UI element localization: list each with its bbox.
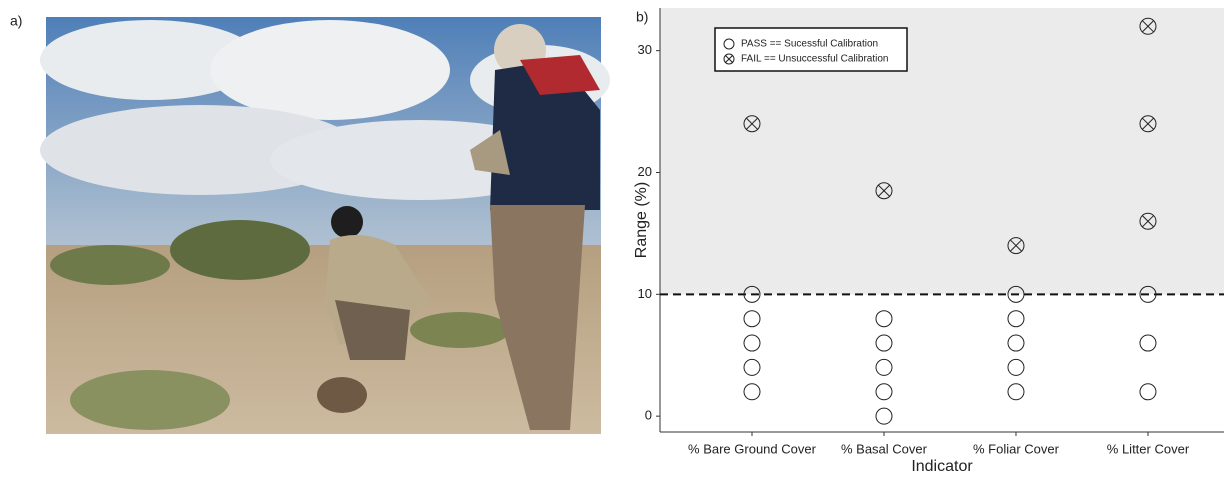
data-point: [1139, 212, 1157, 230]
marker-cross: [1141, 215, 1154, 228]
data-point: [743, 358, 761, 376]
legend-box: [714, 27, 908, 72]
marker-circle: [875, 407, 893, 425]
marker-circle: [875, 310, 893, 328]
data-point: [743, 285, 761, 303]
data-point: [1007, 358, 1025, 376]
legend-label: PASS == Sucessful Calibration: [741, 39, 878, 50]
data-point: [1139, 334, 1157, 352]
data-point: [1139, 285, 1157, 303]
marker-circle: [1139, 17, 1157, 35]
marker-circle: [1139, 285, 1157, 303]
data-point: [1007, 285, 1025, 303]
x-tick-label: % Basal Cover: [841, 441, 928, 456]
marker-circle: [1007, 383, 1025, 401]
data-point: [875, 310, 893, 328]
legend-label: FAIL == Unsuccessful Calibration: [741, 54, 888, 65]
marker-circle: [743, 285, 761, 303]
marker-circle: [723, 38, 735, 50]
data-point: [875, 334, 893, 352]
data-point: [743, 383, 761, 401]
marker-circle: [1139, 334, 1157, 352]
marker-circle: [723, 53, 735, 65]
data-point: [1139, 383, 1157, 401]
x-axis-label: Indicator: [911, 458, 973, 475]
data-point: [875, 182, 893, 200]
panel-label: b): [636, 9, 648, 25]
marker-circle: [743, 310, 761, 328]
marker-cross: [1141, 20, 1154, 33]
marker-circle: [875, 182, 893, 200]
marker-cross: [745, 117, 759, 130]
marker-cross: [1009, 239, 1022, 252]
data-point: [1007, 334, 1025, 352]
marker-circle: [875, 383, 893, 401]
marker-cross: [725, 55, 733, 63]
marker-circle: [875, 334, 893, 352]
y-tick-label: 20: [638, 164, 652, 179]
marker-circle: [1007, 310, 1025, 328]
x-tick-label: % Bare Ground Cover: [688, 441, 817, 456]
data-point: [743, 115, 761, 133]
marker-circle: [743, 358, 761, 376]
y-tick-label: 0: [645, 408, 652, 423]
data-point: [743, 310, 761, 328]
data-point: [875, 407, 893, 425]
marker-circle: [1007, 358, 1025, 376]
marker-cross: [1141, 117, 1154, 130]
marker-circle: [1007, 237, 1025, 255]
marker-circle: [1007, 285, 1025, 303]
x-tick-label: % Litter Cover: [1107, 441, 1190, 456]
y-tick-label: 10: [638, 286, 652, 301]
data-point: [875, 383, 893, 401]
data-point: [1139, 115, 1157, 133]
data-point: [875, 358, 893, 376]
data-point: [1007, 237, 1025, 255]
y-tick-label: 30: [638, 42, 652, 57]
marker-circle: [743, 383, 761, 401]
data-point: [1007, 383, 1025, 401]
marker-circle: [1139, 115, 1157, 133]
data-point: [1007, 310, 1025, 328]
legend-marker: [723, 38, 735, 50]
marker-circle: [743, 115, 761, 133]
panel-label: a): [10, 13, 22, 29]
data-point: [743, 334, 761, 352]
x-tick-label: % Foliar Cover: [973, 441, 1060, 456]
data-point: [1139, 17, 1157, 35]
y-axis-label: Range (%): [633, 182, 650, 258]
marker-circle: [875, 358, 893, 376]
marker-circle: [1007, 334, 1025, 352]
marker-circle: [743, 334, 761, 352]
legend-marker: [723, 53, 735, 65]
marker-circle: [1139, 383, 1157, 401]
marker-cross: [877, 184, 890, 197]
marker-circle: [1139, 212, 1157, 230]
photo: [40, 17, 610, 434]
